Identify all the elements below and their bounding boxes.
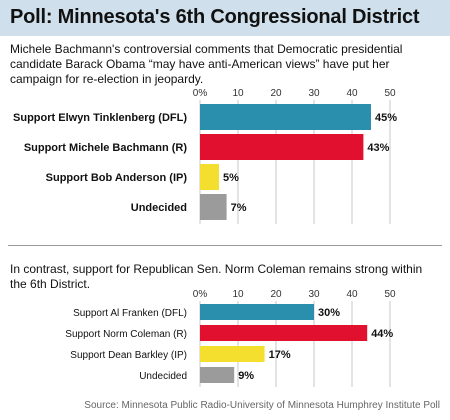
section-divider [8,245,442,246]
tick-label: 40 [346,289,358,300]
header-bar [0,0,450,36]
source-note: Source: Minnesota Public Radio-Universit… [84,400,440,411]
value-label: 44% [371,328,393,340]
category-label: Support Norm Coleman (R) [65,329,187,340]
value-label: 43% [367,142,389,154]
value-label: 30% [318,307,340,319]
category-label: Undecided [139,371,187,382]
tick-label: 30 [308,88,320,99]
bar [200,104,371,130]
tick-label: 50 [384,88,396,99]
bar [200,134,364,160]
category-label: Undecided [131,202,187,214]
bar [200,194,227,220]
page-title: Poll: Minnesota's 6th Congressional Dist… [10,6,420,28]
bar [200,346,265,362]
value-label: 9% [238,370,254,382]
value-label: 17% [269,349,291,361]
bar [200,164,219,190]
tick-label: 40 [346,88,358,99]
tick-label: 30 [308,289,320,300]
category-label: Support Michele Bachmann (R) [24,142,188,154]
tick-label: 0% [193,289,208,300]
value-label: 45% [375,112,397,124]
bar [200,367,235,383]
poll-chart-house: 0% 10 20 30 40 50 Support Elwyn Tinklenberg (D… [13,88,397,224]
tick-label: 20 [270,88,282,99]
intro-text-2: In contrast, support for Republican Sen.… [10,262,423,291]
value-label: 5% [223,172,239,184]
bar [200,304,314,320]
bar [200,325,368,341]
tick-label: 10 [232,88,244,99]
tick-label: 50 [384,289,396,300]
tick-label: 0% [193,88,208,99]
tick-label: 20 [270,289,282,300]
intro-text-1: Michele Bachmann's controversial comment… [10,42,403,86]
category-label: Support Elwyn Tinklenberg (DFL) [13,112,187,124]
poll-chart-senate: 0% 10 20 30 40 50 Support Al Franken (DFL) 30% S… [65,289,396,387]
category-label: Support Al Franken (DFL) [73,308,187,319]
category-label: Support Bob Anderson (IP) [46,172,188,184]
value-label: 7% [231,202,247,214]
category-label: Support Dean Barkley (IP) [70,350,187,361]
tick-label: 10 [232,289,244,300]
